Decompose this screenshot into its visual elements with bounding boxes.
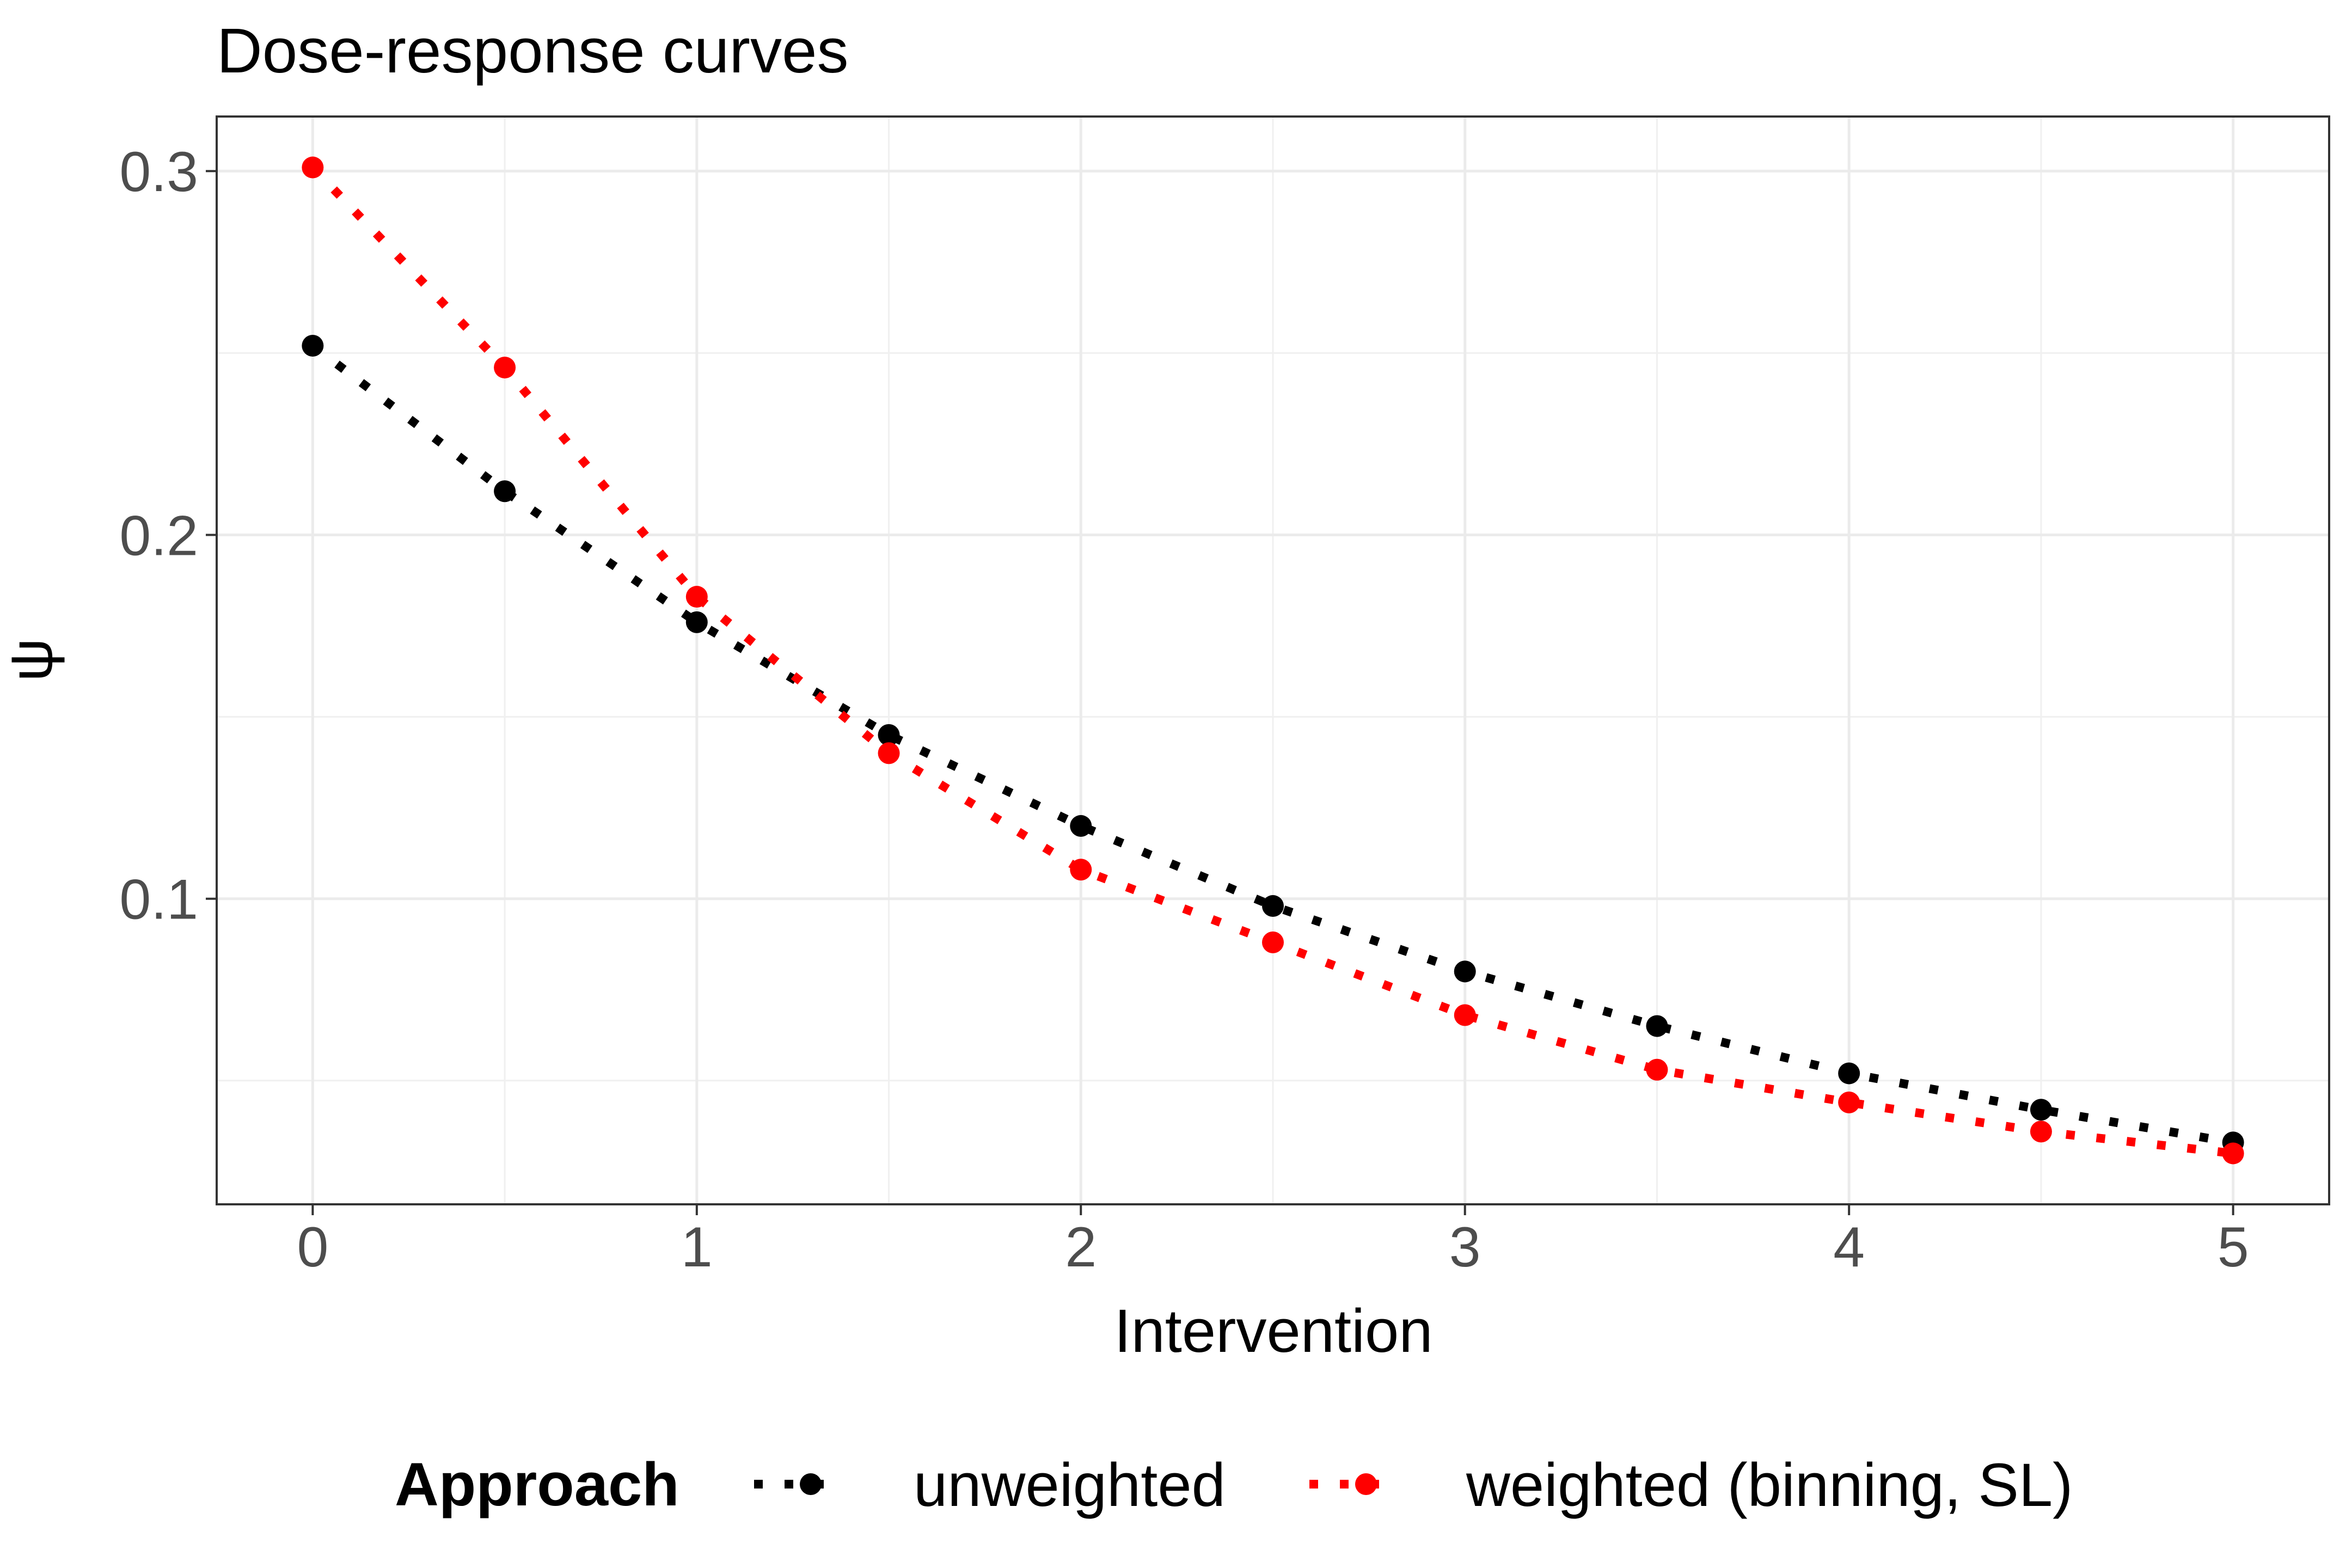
data-point xyxy=(1070,859,1092,881)
legend-label: unweighted xyxy=(914,1451,1226,1519)
x-tick-label: 0 xyxy=(297,1216,328,1279)
legend-title: Approach xyxy=(395,1450,679,1518)
data-point xyxy=(1838,1091,1860,1113)
x-tick-label: 1 xyxy=(681,1216,713,1279)
data-point xyxy=(685,586,708,608)
x-tick-label: 3 xyxy=(1449,1216,1481,1279)
x-tick-label: 5 xyxy=(2218,1216,2249,1279)
minor-gridlines xyxy=(217,117,2329,1204)
data-point xyxy=(2030,1120,2052,1143)
legend-item: weighted (binning, SL) xyxy=(1309,1451,2073,1519)
data-point xyxy=(1454,1004,1476,1026)
chart-title: Dose-response curves xyxy=(217,15,849,86)
y-tick-label: 0.2 xyxy=(119,504,198,567)
plot-panel-border xyxy=(216,115,2330,1205)
x-axis-title: Intervention xyxy=(1114,1297,1432,1365)
data-point xyxy=(878,724,900,746)
data-point xyxy=(494,480,516,503)
series-weighted xyxy=(302,156,2244,1165)
data-point xyxy=(685,611,708,633)
tick-labels: 0 1 2 3 4 5 0.1 0.2 0.3 xyxy=(119,140,2249,1279)
x-tick-label: 2 xyxy=(1065,1216,1097,1279)
axis-ticks xyxy=(206,170,2234,1215)
data-point xyxy=(878,742,900,764)
data-point xyxy=(1646,1015,1668,1037)
legend-item: unweighted xyxy=(754,1451,1226,1519)
legend: Approach unweighted weighted (binning, SL… xyxy=(395,1450,2073,1519)
data-point xyxy=(1262,931,1284,953)
data-point xyxy=(2222,1142,2244,1165)
legend-key-point xyxy=(800,1473,822,1495)
legend-key-point xyxy=(1355,1473,1377,1495)
legend-label: weighted (binning, SL) xyxy=(1466,1451,2073,1519)
y-axis-title: ψ xyxy=(0,638,65,682)
y-tick-label: 0.3 xyxy=(119,140,198,204)
data-point xyxy=(1454,960,1476,983)
data-point xyxy=(1262,895,1284,917)
series-layer xyxy=(302,156,2244,1165)
x-tick-label: 4 xyxy=(1833,1216,1865,1279)
data-point xyxy=(1070,815,1092,837)
y-tick-label: 0.1 xyxy=(119,868,198,932)
data-point xyxy=(302,334,324,357)
data-point xyxy=(494,357,516,379)
data-point xyxy=(302,156,324,179)
data-point xyxy=(1646,1058,1668,1081)
data-point xyxy=(1838,1062,1860,1085)
data-point xyxy=(2030,1099,2052,1121)
